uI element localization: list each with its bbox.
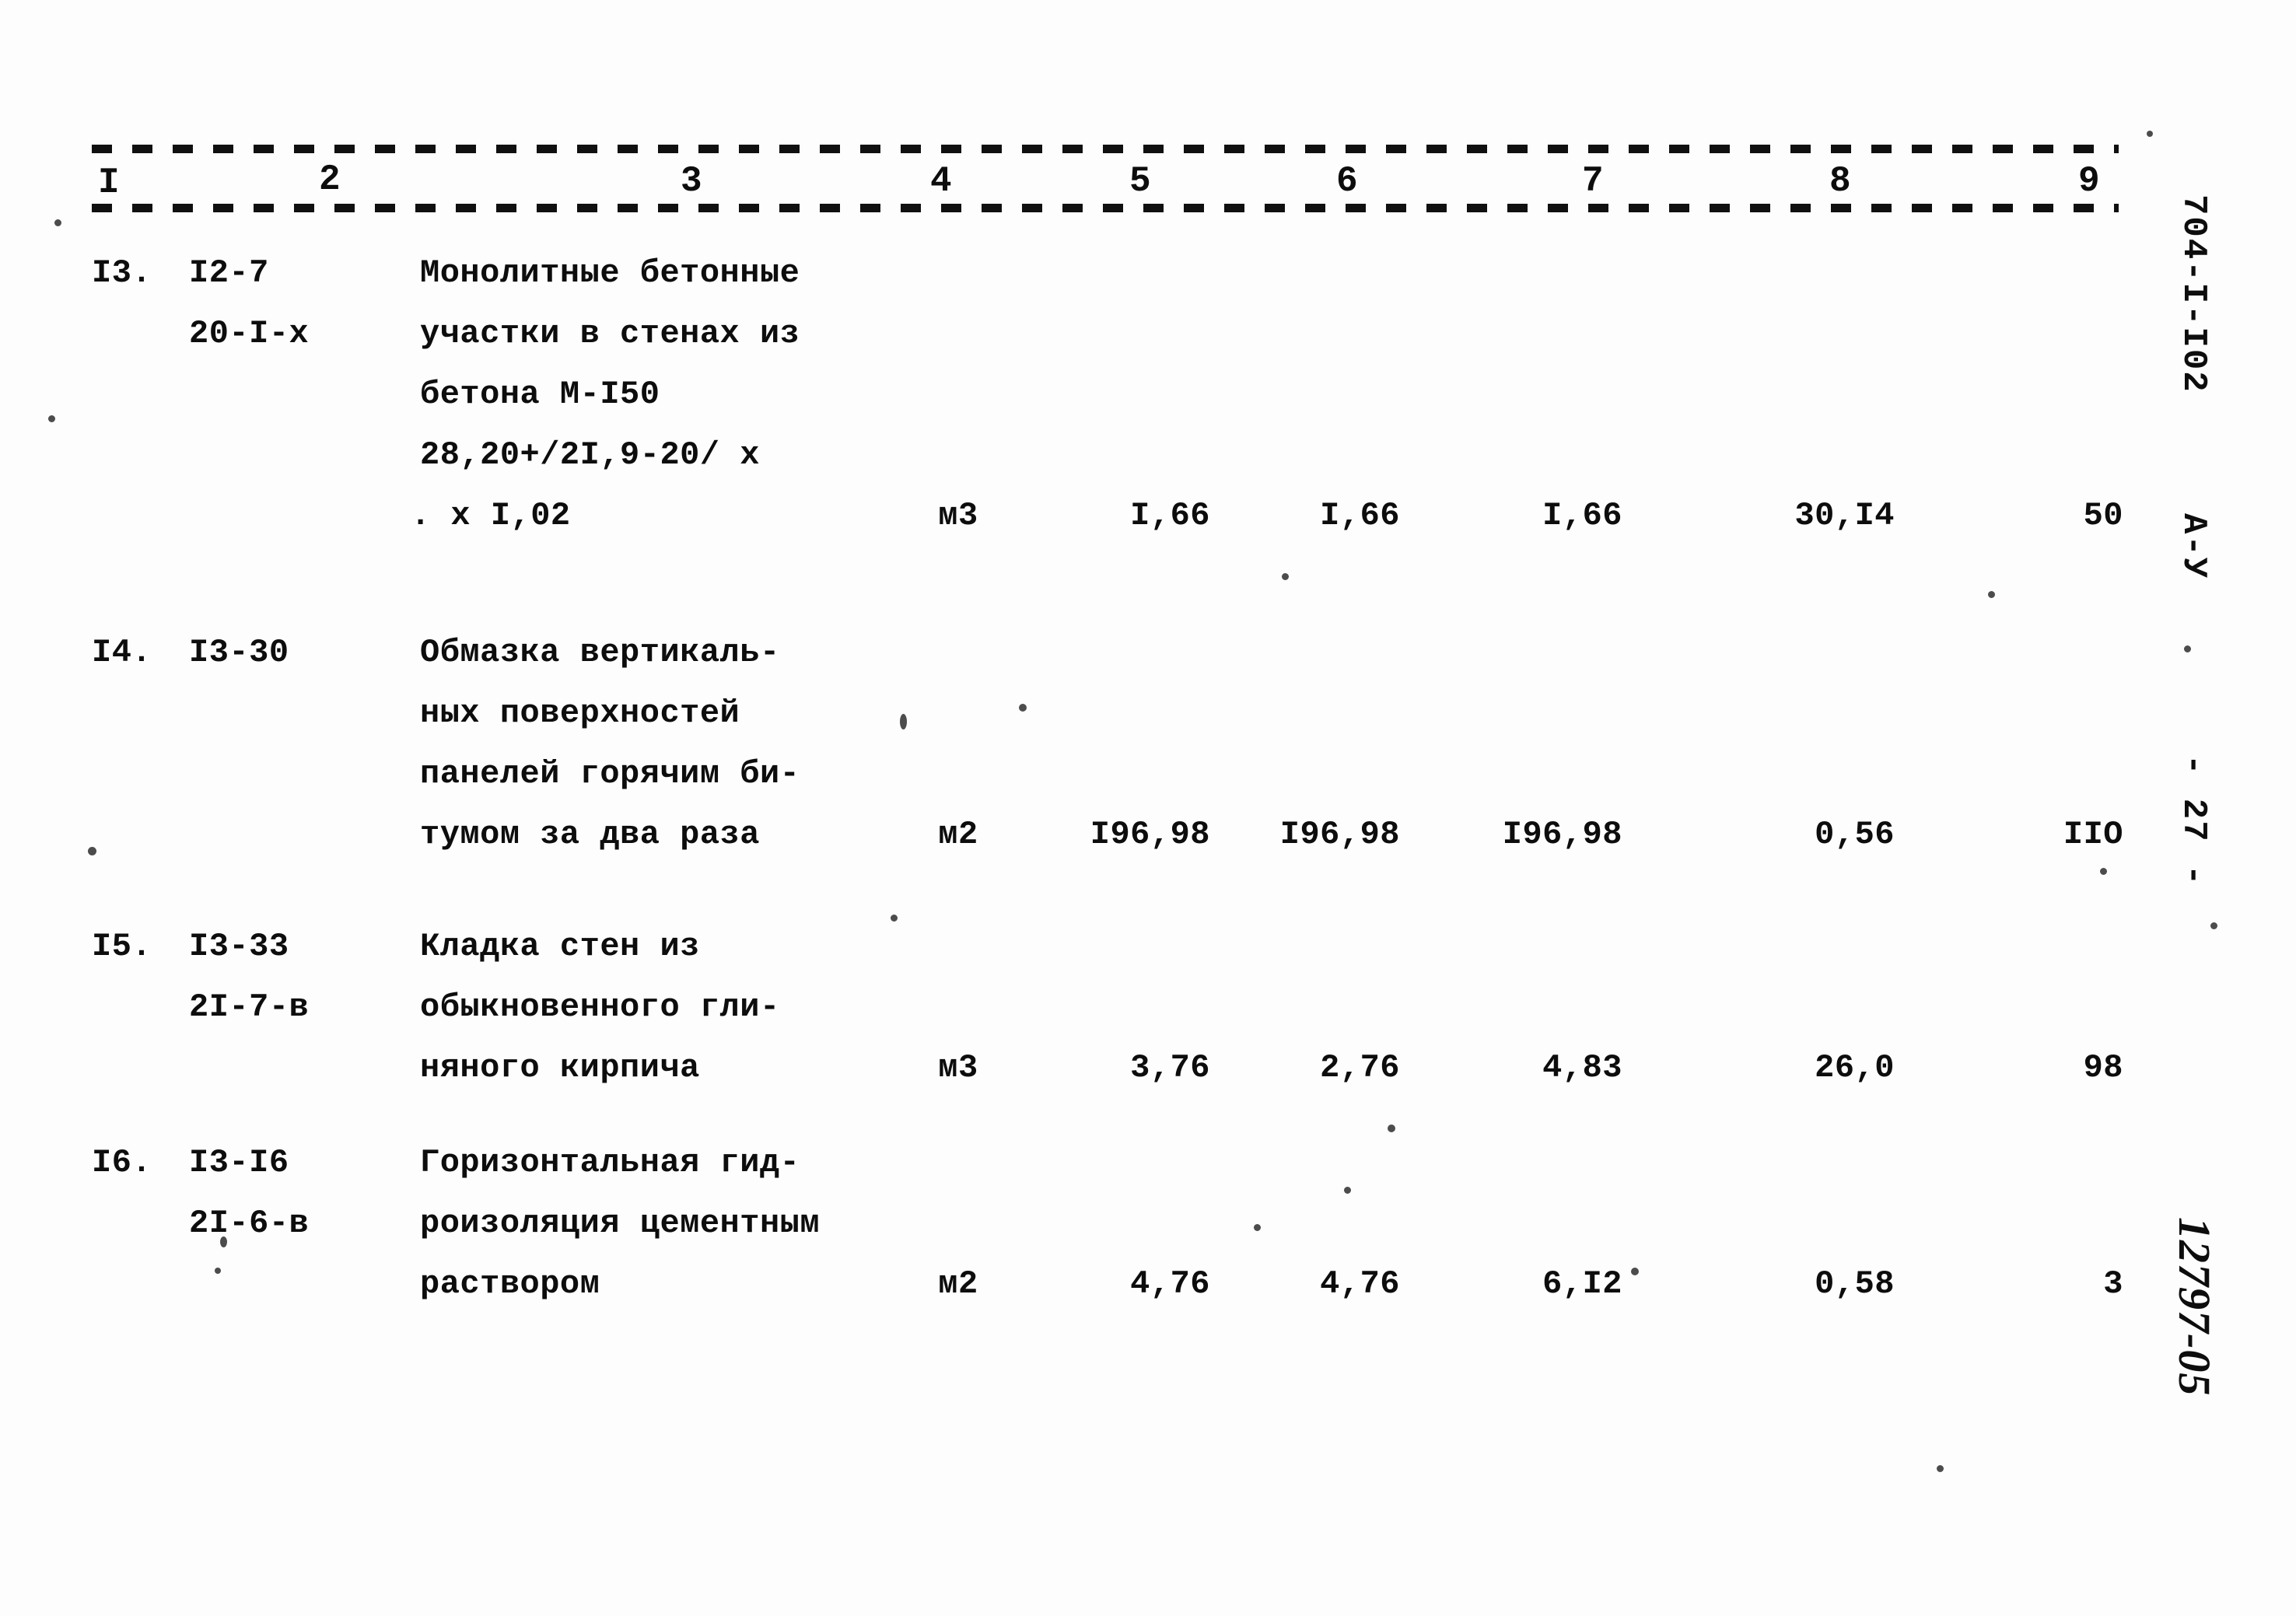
row-code-primary: I3-30 bbox=[189, 634, 289, 671]
scan-speck bbox=[1254, 1224, 1261, 1231]
row-description-line: раствором bbox=[420, 1265, 600, 1303]
row-description-line: ных поверхностей bbox=[420, 694, 740, 732]
row-code-secondary: 20-I-x bbox=[189, 315, 310, 352]
column-header-2: 2 bbox=[319, 159, 341, 200]
row-description-line: 28,20+/2I,9-20/ х bbox=[420, 436, 760, 474]
row-unit: м2 bbox=[938, 816, 978, 853]
row-description-line: Монолитные бетонные bbox=[420, 254, 800, 292]
row-col9: 3 bbox=[2103, 1265, 2123, 1303]
row-description-line: панелей горячим би- bbox=[420, 755, 800, 792]
scan-speck bbox=[2210, 922, 2217, 929]
row-col7: I,66 bbox=[1542, 497, 1622, 534]
row-code-primary: I2-7 bbox=[189, 254, 269, 292]
row-code-primary: I3-33 bbox=[189, 928, 289, 965]
row-col8: 26,0 bbox=[1815, 1049, 1895, 1086]
row-col9: IIO bbox=[2063, 816, 2123, 853]
scan-speck bbox=[1937, 1465, 1944, 1472]
row-col9: 98 bbox=[2083, 1049, 2123, 1086]
row-index: I4. bbox=[92, 634, 152, 671]
row-col5: 4,76 bbox=[1130, 1265, 1210, 1303]
scan-speck bbox=[2184, 645, 2191, 652]
scan-speck bbox=[2100, 868, 2107, 875]
row-description-line: бетона М-I50 bbox=[420, 376, 660, 413]
column-header-7: 7 bbox=[1582, 161, 1604, 201]
row-description-line: Кладка стен из bbox=[420, 928, 700, 965]
row-col7: I96,98 bbox=[1502, 816, 1622, 853]
row-description-line: . х I,02 bbox=[411, 497, 571, 534]
row-col8: 0,56 bbox=[1815, 816, 1895, 853]
column-header-3: 3 bbox=[681, 161, 702, 201]
row-col8: 30,I4 bbox=[1794, 497, 1895, 534]
row-description-line: Горизонтальная гид- bbox=[420, 1144, 800, 1181]
row-unit: м3 bbox=[938, 497, 978, 534]
row-description-line: няного кирпича bbox=[420, 1049, 700, 1086]
scan-speck bbox=[1344, 1187, 1351, 1194]
row-code-secondary: 2I-7-в bbox=[189, 988, 310, 1026]
row-index: I6. bbox=[92, 1144, 152, 1181]
row-code-primary: I3-I6 bbox=[189, 1144, 289, 1181]
scan-speck bbox=[1631, 1268, 1639, 1275]
column-header-4: 4 bbox=[930, 161, 952, 201]
row-col9: 50 bbox=[2083, 497, 2123, 534]
scan-speck bbox=[88, 847, 96, 855]
scan-speck bbox=[891, 915, 898, 922]
scan-speck bbox=[2147, 131, 2153, 137]
column-header-1: I bbox=[98, 163, 120, 203]
row-col8: 0,58 bbox=[1815, 1265, 1895, 1303]
header-rule-bottom bbox=[92, 204, 2119, 212]
row-description-line: тумом за два раза bbox=[420, 816, 760, 853]
row-description-line: участки в стенах из bbox=[420, 315, 800, 352]
row-col5: 3,76 bbox=[1130, 1049, 1210, 1086]
row-col6: I96,98 bbox=[1279, 816, 1400, 853]
row-col6: I,66 bbox=[1320, 497, 1400, 534]
archive-number-annotation: 12797-05 bbox=[2169, 1217, 2220, 1397]
row-col6: 2,76 bbox=[1320, 1049, 1400, 1086]
row-description-line: роизоляция цементным bbox=[420, 1205, 821, 1242]
row-col5: I96,98 bbox=[1090, 816, 1210, 853]
scan-speck bbox=[54, 219, 61, 226]
section-code-stamp: А-У bbox=[2174, 513, 2213, 580]
scan-speck bbox=[1282, 573, 1289, 580]
row-col5: I,66 bbox=[1130, 497, 1210, 534]
row-col7: 6,I2 bbox=[1542, 1265, 1622, 1303]
header-rule-top bbox=[92, 145, 2119, 153]
column-header-8: 8 bbox=[1829, 161, 1851, 201]
row-unit: м3 bbox=[938, 1049, 978, 1086]
row-description-line: Обмазка вертикаль- bbox=[420, 634, 780, 671]
row-col6: 4,76 bbox=[1320, 1265, 1400, 1303]
column-header-6: 6 bbox=[1336, 161, 1358, 201]
scan-speck bbox=[215, 1268, 221, 1274]
row-code-secondary: 2I-6-в bbox=[189, 1205, 310, 1242]
scan-speck bbox=[220, 1236, 227, 1247]
page-marker-stamp: - 27 - bbox=[2174, 754, 2213, 887]
row-unit: м2 bbox=[938, 1265, 978, 1303]
row-col7: 4,83 bbox=[1542, 1049, 1622, 1086]
scan-speck bbox=[900, 714, 907, 729]
column-header-9: 9 bbox=[2078, 161, 2100, 201]
row-description-line: обыкновенного гли- bbox=[420, 988, 780, 1026]
scan-speck bbox=[48, 415, 55, 422]
drawing-number-stamp: 704-I-I02 bbox=[2174, 194, 2213, 394]
scan-speck bbox=[1988, 591, 1995, 598]
scan-speck bbox=[1019, 704, 1027, 712]
column-header-5: 5 bbox=[1129, 161, 1151, 201]
scan-speck bbox=[1388, 1125, 1395, 1132]
row-index: I3. bbox=[92, 254, 152, 292]
row-index: I5. bbox=[92, 928, 152, 965]
